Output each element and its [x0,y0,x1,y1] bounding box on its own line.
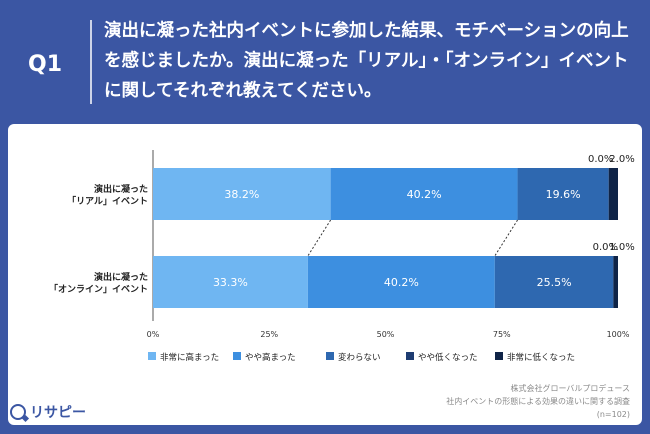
x-tick-label: 75% [493,330,511,339]
x-tick-label: 50% [377,330,395,339]
category-label: 演出に凝った [94,271,148,283]
bar-segment [153,256,308,308]
bar-segment [153,168,331,220]
source-sample-size: (n=102) [596,410,630,419]
magnifier-icon [10,404,26,420]
chart-panel: 0% 25% 50% 75% 100% 38.2% 40.2% 19.6% 0.0% 2.0% 演出… [8,124,642,425]
stacked-bar-chart: 0% 25% 50% 75% 100%38.2% 40.2% 19.6%0.0%2.0%演出… [49,150,635,363]
category-label: 演出に凝った [94,183,148,195]
legend-swatch [495,352,503,360]
legend-swatch [233,352,241,360]
legend-label: 変わらない [338,352,381,363]
connector-line [494,219,518,257]
bar-segment [613,256,618,308]
data-label: 40.2% [407,188,442,201]
data-label: 25.5% [537,276,572,289]
legend-swatch [406,352,414,360]
data-label: 19.6% [546,188,581,201]
bar-segment [608,168,618,220]
legend-label: 非常に低くなった [507,352,575,363]
brand-logo: リサピー [10,402,86,422]
source-note: 株式会社グローバルプロデュース 社内イベントの形態による効果の違いに関する調査 … [446,382,630,421]
bar-segment [517,168,609,220]
category-label: 「リアル」イベント [67,195,148,207]
x-tick-label: 100% [607,330,630,339]
data-label: 33.3% [213,276,248,289]
data-label: 2.0% [609,154,634,165]
header-divider [90,20,92,104]
data-label: 38.2% [224,188,259,201]
category-label: 「オンライン」イベント [49,283,148,295]
data-label: 0.0% [593,242,618,253]
bar-segment [494,256,614,308]
legend-label: 非常に高まった [160,352,219,363]
source-company: 株式会社グローバルプロデュース [510,384,630,393]
brand-name: リサピー [30,405,86,421]
question-number: Q1 [28,52,63,77]
x-tick-label: 25% [260,330,278,339]
legend-swatch [148,352,156,360]
data-label: 0.0% [588,154,613,165]
source-survey: 社内イベントの形態による効果の違いに関する調査 [446,397,630,406]
data-label: 40.2% [384,276,419,289]
bar-segment [307,256,495,308]
question-header: Q1 演出に凝った社内イベントに参加した結果、モチベーションの向上を感じましたか… [0,0,650,122]
question-text: 演出に凝った社内イベントに参加した結果、モチベーションの向上を感じましたか。演出… [104,21,629,101]
data-label: 1.0% [609,242,634,253]
x-tick-label: 0% [147,330,160,339]
legend-label: やや低くなった [418,352,478,363]
connector-line [307,219,332,257]
legend-swatch [326,352,334,360]
legend-label: やや高まった [245,352,296,363]
bar-segment [330,168,518,220]
